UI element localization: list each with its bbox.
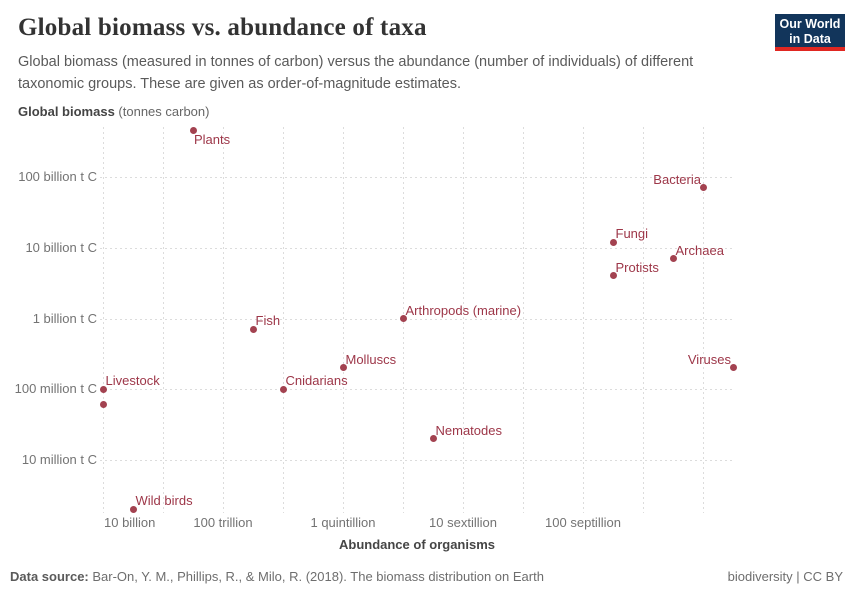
logo-line-2: in Data (789, 31, 831, 46)
y-axis-tick-label: 10 million t C (21, 452, 97, 467)
data-point-archaea[interactable] (669, 255, 677, 263)
x-axis-tick-label: 10 billion (104, 515, 156, 530)
grid-line-vertical (343, 127, 344, 513)
x-axis-tick-label: 1 quintillion (310, 515, 376, 530)
y-axis-title: Global biomass (tonnes carbon) (18, 104, 209, 119)
data-point-label: Arthropods (marine) (405, 302, 522, 318)
grid-line-vertical (523, 127, 524, 513)
data-source-text: Bar-On, Y. M., Phillips, R., & Milo, R. … (88, 569, 544, 584)
y-axis-tick-label: 1 billion t C (32, 311, 97, 326)
data-point-label: Livestock (105, 373, 160, 389)
grid-line-vertical (583, 127, 584, 513)
data-source-note: Data source: Bar-On, Y. M., Phillips, R.… (10, 569, 544, 584)
grid-line-horizontal (100, 460, 734, 461)
y-axis-tick-label: 100 million t C (14, 381, 97, 396)
y-axis-title-unit: (tonnes carbon) (114, 104, 210, 119)
data-point-label: Fish (255, 313, 281, 329)
x-axis-tick-label: 100 septillion (545, 515, 621, 530)
y-axis-tick-label: 10 billion t C (25, 240, 97, 255)
x-axis-title: Abundance of organisms (338, 537, 496, 552)
data-point-label: Nematodes (435, 422, 502, 438)
data-point-label: Wild birds (135, 493, 193, 509)
data-point-label: Cnidarians (285, 373, 348, 389)
grid-line-vertical (703, 127, 704, 513)
data-point-label: Protists (615, 259, 659, 275)
data-point-bacteria[interactable] (699, 184, 707, 192)
subtitle-line-2: taxonomic groups. These are given as ord… (18, 75, 462, 92)
data-point-fish[interactable] (249, 325, 257, 333)
data-point-label: Plants (194, 131, 231, 147)
grid-line-horizontal (100, 177, 734, 178)
x-axis-tick-label: 100 trillion (193, 515, 253, 530)
data-point-label: Bacteria (653, 171, 701, 187)
data-source-label: Data source: (10, 569, 89, 584)
y-axis-tick-label: 100 billion t C (18, 169, 97, 184)
grid-line-vertical (283, 127, 284, 513)
x-axis-tick-label: 10 sextillion (429, 515, 497, 530)
chart-subtitle: Global biomass (measured in tonnes of ca… (18, 52, 693, 95)
grid-line-horizontal (100, 389, 734, 390)
grid-line-vertical (223, 127, 224, 513)
data-point-protists[interactable] (609, 272, 617, 280)
data-point-fungi[interactable] (609, 238, 617, 246)
grid-line-horizontal (100, 319, 734, 320)
data-point-label: Fungi (615, 226, 649, 242)
y-axis-title-main: Global biomass (18, 104, 115, 119)
grid-line-vertical (163, 127, 164, 513)
data-point-nematodes[interactable] (429, 435, 437, 443)
data-point-label: Molluscs (345, 351, 397, 367)
data-point-wild-birds[interactable] (129, 505, 137, 513)
data-point-label: Viruses (687, 351, 731, 367)
license-link[interactable]: biodiversity | CC BY (727, 569, 843, 584)
data-point-label: Archaea (675, 242, 724, 258)
owid-logo[interactable]: Our World in Data (775, 14, 845, 51)
grid-line-horizontal (100, 248, 734, 249)
data-point-livestock[interactable] (99, 385, 107, 393)
data-point-plants[interactable] (189, 127, 197, 135)
grid-line-vertical (643, 127, 644, 513)
data-point-molluscs[interactable] (339, 364, 347, 372)
logo-line-1: Our World (779, 17, 841, 31)
grid-line-vertical (463, 127, 464, 513)
grid-line-vertical (103, 127, 104, 513)
data-point-cnidarians[interactable] (279, 385, 287, 393)
data-point-viruses[interactable] (729, 364, 737, 372)
subtitle-line-1: Global biomass (measured in tonnes of ca… (18, 54, 694, 70)
data-point-unlabeled[interactable] (99, 401, 107, 409)
page-title: Global biomass vs. abundance of taxa (18, 14, 427, 41)
data-point-arthropods-marine[interactable] (399, 315, 407, 322)
